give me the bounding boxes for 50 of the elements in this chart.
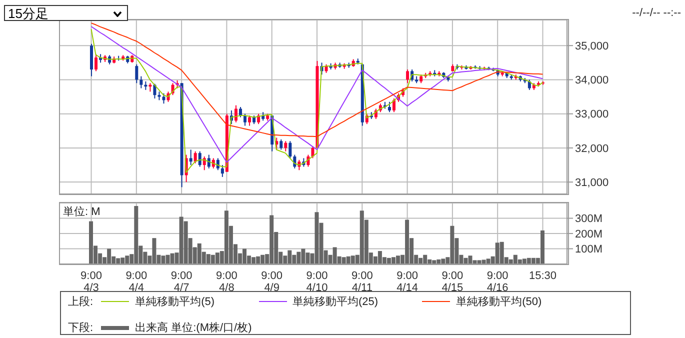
bar xyxy=(540,230,544,264)
x-tick-label: 9:00 4/11 xyxy=(351,270,373,294)
x-tick-label: 9:00 4/8 xyxy=(216,270,238,294)
candlestick xyxy=(198,150,202,168)
legend-label: 単純移動平均(50) xyxy=(456,295,542,309)
candlestick xyxy=(392,98,396,113)
y-tick-label: 33,000 xyxy=(575,108,609,121)
x-tick-label: 15:30 xyxy=(528,270,557,282)
y-tick-label: 34,000 xyxy=(575,74,609,87)
y-tick-label: 200M xyxy=(575,228,603,240)
candlestick xyxy=(90,43,93,77)
x-tick-label: 9:00 4/9 xyxy=(261,270,283,294)
candlestick xyxy=(238,106,242,118)
candlestick xyxy=(280,138,283,150)
text: --/--/-- --:-- xyxy=(632,7,681,19)
candlestick xyxy=(288,140,292,159)
x-tick-label: 9:00 4/4 xyxy=(126,270,148,294)
candlestick xyxy=(244,113,247,126)
candlestick xyxy=(311,146,314,159)
x-tick-label: 9:00 4/15 xyxy=(442,270,464,294)
candlestick xyxy=(388,101,391,113)
x-tick-label: 9:00 4/14 xyxy=(396,270,418,294)
x-tick-label: 9:00 4/7 xyxy=(170,270,192,294)
y-axis-title: 単位: M xyxy=(63,205,100,219)
legend-label: 単純移動平均(25) xyxy=(292,295,378,309)
y-tick-label: 35,000 xyxy=(575,40,609,52)
candlestick xyxy=(406,68,410,84)
candlestick xyxy=(135,64,138,84)
x-tick-label: 9:00 4/16 xyxy=(486,270,508,294)
line-series xyxy=(90,22,544,138)
candlestick xyxy=(248,115,252,126)
candlestick xyxy=(140,76,143,89)
x-tick-label: 9:00 4/10 xyxy=(306,270,328,294)
y-tick-label: 32,000 xyxy=(575,142,609,155)
candlestick xyxy=(284,140,288,152)
candlestick xyxy=(234,104,238,123)
candlestick xyxy=(189,149,192,166)
dropdown: 15分足 xyxy=(4,5,128,21)
legend-label: 単純移動平均(5) xyxy=(135,295,215,309)
candlestick xyxy=(194,150,197,164)
candlestick xyxy=(153,83,156,99)
y-tick-label: 31,000 xyxy=(575,176,609,189)
candlestick xyxy=(220,164,224,178)
candlestick xyxy=(94,54,98,72)
x-tick-label: 9:00 4/3 xyxy=(80,270,102,294)
legend-label: 出来高 単位:(M株/口/枚) xyxy=(135,320,252,335)
legend-title: 下段: xyxy=(68,321,94,335)
y-tick-label: 300M xyxy=(575,213,603,226)
y-tick-label: 100M xyxy=(575,244,603,256)
legend-title: 上段: xyxy=(68,295,94,309)
